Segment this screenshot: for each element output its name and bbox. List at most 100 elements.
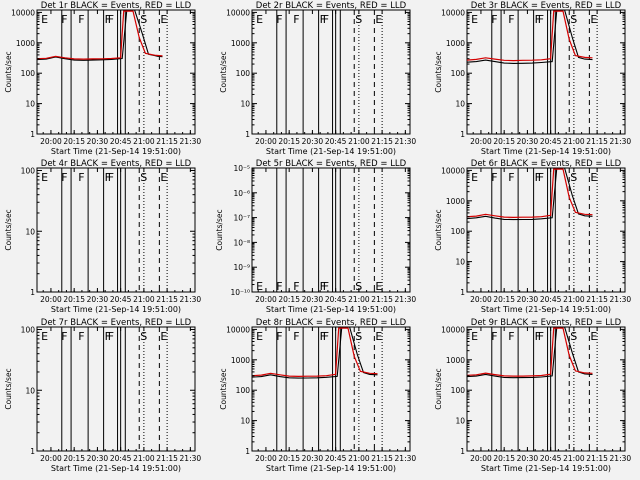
x-tick-label: 20:45: [325, 454, 347, 463]
event-letter-label: F: [61, 330, 67, 343]
x-tick-label: 21:00: [563, 295, 585, 304]
event-letter-label: F: [108, 171, 114, 184]
x-tick-label: 20:00: [255, 295, 277, 304]
plot-area: E F F FF S E: [256, 168, 383, 293]
y-tick-label: 10000: [441, 8, 465, 17]
x-tick-label: 20:30: [302, 454, 324, 463]
y-tick-label: 1000: [446, 356, 465, 365]
y-tick-label: 10000: [226, 8, 250, 17]
x-tick-label: 20:00: [40, 295, 62, 304]
event-letter-label: E: [590, 171, 597, 184]
y-tick-label: 10: [455, 417, 465, 426]
event-letter-label: E: [375, 280, 382, 293]
y-axis-label: Counts/sec: [215, 209, 224, 250]
x-tick-label: 21:00: [133, 137, 155, 146]
x-tick-label: 21:15: [586, 454, 608, 463]
event-letter-label: F: [105, 13, 111, 26]
y-tick-label: 10: [455, 100, 465, 109]
y-tick-label: 1: [245, 130, 250, 139]
series-events: [252, 327, 378, 379]
event-letter-label: S: [570, 330, 577, 343]
y-tick-label: 10⁻⁹: [233, 263, 250, 272]
plot-area: E F F FF S E: [41, 168, 168, 292]
y-axis-label: Counts/sec: [4, 368, 13, 409]
x-tick-label: 20:15: [63, 137, 85, 146]
y-axis-label: Counts/sec: [434, 51, 443, 92]
event-letter-label: S: [140, 171, 147, 184]
x-tick-label: 21:00: [563, 137, 585, 146]
y-tick-label: 1000: [231, 39, 250, 48]
panel-title: Det 2r BLACK = Events, RED = LLD: [256, 1, 407, 11]
event-letter-label: F: [320, 13, 326, 26]
event-letter-label: F: [293, 330, 299, 343]
x-tick-label: 20:30: [87, 295, 109, 304]
event-letter-label: E: [471, 171, 478, 184]
plot-frame: [36, 326, 196, 452]
event-letter-label: S: [140, 13, 147, 26]
event-letter-label: F: [320, 280, 326, 293]
x-tick-label: 20:45: [325, 295, 347, 304]
x-tick-label: 20:15: [63, 295, 85, 304]
y-tick-label: 10: [455, 258, 465, 267]
x-axis-label: Start Time (21-Sep-14 19:51:00): [481, 147, 611, 156]
x-tick-label: 20:00: [470, 137, 492, 146]
x-tick-label: 21:15: [371, 454, 393, 463]
panel-title: Det 8r BLACK = Events, RED = LLD: [256, 318, 407, 328]
x-tick-label: 20:15: [278, 454, 300, 463]
y-axis-label: Counts/sec: [434, 368, 443, 409]
x-tick-label: 21:00: [133, 295, 155, 304]
event-letter-label: F: [78, 171, 84, 184]
x-tick-label: 20:30: [517, 137, 539, 146]
y-tick-label: 100: [236, 386, 251, 395]
event-letter-label: E: [160, 330, 167, 343]
series-lld: [467, 10, 593, 62]
event-letter-label: F: [491, 171, 497, 184]
panel-title: Det 1r BLACK = Events, RED = LLD: [41, 1, 192, 11]
event-letter-label: F: [323, 280, 329, 293]
y-tick-label: 1: [460, 447, 465, 456]
x-tick-label: 21:30: [610, 295, 632, 304]
x-axis-label: Start Time (21-Sep-14 19:51:00): [266, 464, 396, 473]
x-tick-label: 21:00: [348, 137, 370, 146]
y-axis-label: Counts/sec: [434, 209, 443, 250]
y-tick-label: 10⁻⁸: [233, 238, 250, 247]
x-axis-label: Start Time (21-Sep-14 19:51:00): [266, 305, 396, 314]
event-letter-label: F: [293, 280, 299, 293]
event-letter-label: F: [491, 330, 497, 343]
event-letter-label: F: [276, 280, 282, 293]
plot-area: E F F FF S E: [467, 10, 598, 134]
x-tick-label: 20:30: [87, 454, 109, 463]
x-tick-label: 21:00: [348, 295, 370, 304]
y-tick-label: 1000: [231, 356, 250, 365]
x-tick-label: 20:30: [517, 295, 539, 304]
event-letter-label: F: [276, 330, 282, 343]
plot-frame: [251, 167, 411, 293]
event-letter-label: E: [590, 13, 597, 26]
y-tick-label: 1: [30, 130, 35, 139]
event-letter-label: F: [105, 171, 111, 184]
plot-area: E F F FF S E: [37, 10, 168, 134]
event-letter-label: F: [61, 13, 67, 26]
event-letter-label: F: [323, 330, 329, 343]
x-tick-label: 20:45: [110, 295, 132, 304]
x-tick-label: 20:45: [540, 454, 562, 463]
plot-area: E F F FF S E: [467, 327, 598, 451]
y-tick-label: 10⁻⁷: [233, 214, 250, 223]
panel-title: Det 7r BLACK = Events, RED = LLD: [41, 318, 192, 328]
x-axis-label: Start Time (21-Sep-14 19:51:00): [51, 464, 181, 473]
x-tick-label: 20:30: [87, 137, 109, 146]
event-letter-label: F: [535, 330, 541, 343]
x-tick-label: 20:45: [110, 454, 132, 463]
x-tick-label: 20:00: [470, 295, 492, 304]
y-tick-label: 10000: [11, 8, 35, 17]
event-letter-label: E: [41, 13, 48, 26]
event-letter-label: E: [471, 330, 478, 343]
event-letter-label: E: [41, 330, 48, 343]
event-letter-label: F: [78, 13, 84, 26]
event-letter-label: E: [590, 330, 597, 343]
event-letter-label: F: [508, 330, 514, 343]
